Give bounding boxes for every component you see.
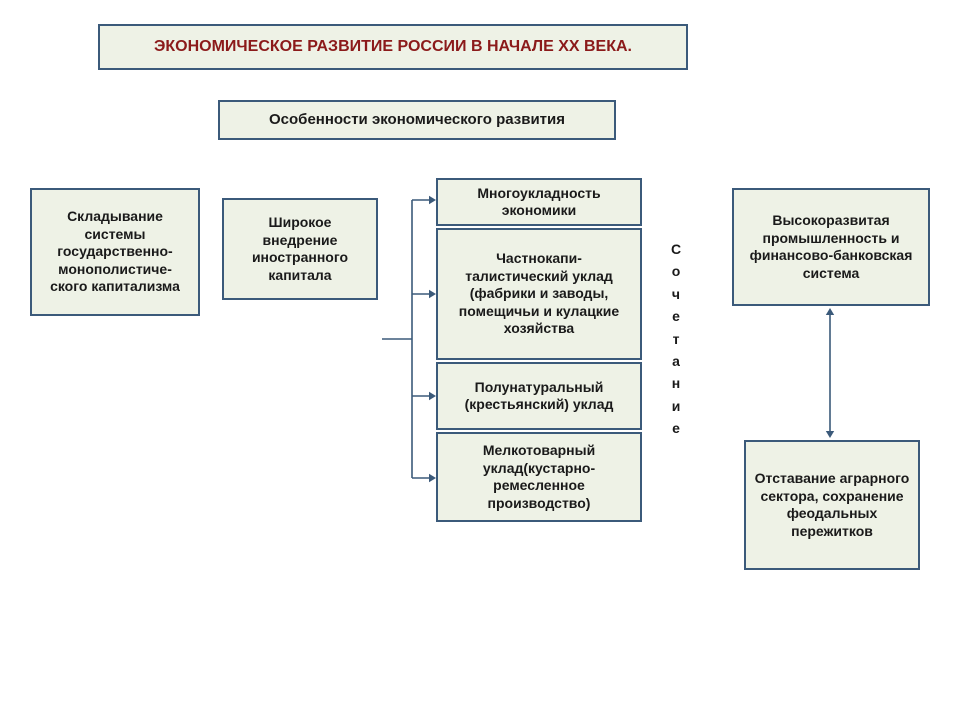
feature-box-developed-industry: Высокоразвитая промышленность и финансов…	[732, 188, 930, 306]
feature-text: Отставание аграрного сектора, сохранение…	[754, 470, 910, 540]
feature-box-foreign-capital: Широкое внедрение иностранного капитала	[222, 198, 378, 300]
feature-box-seminatural: Полунатуральный (крестьянский) уклад	[436, 362, 642, 430]
feature-text: Широкое внедрение иностранного капитала	[232, 214, 368, 284]
diagram-title: ЭКОНОМИЧЕСКОЕ РАЗВИТИЕ РОССИИ В НАЧАЛЕ X…	[98, 24, 688, 70]
vertical-label-combination: Сочетание	[668, 238, 684, 440]
feature-text: Частнокапи-талистический уклад (фабрики …	[446, 250, 632, 338]
vertical-label-text: Сочетание	[671, 241, 681, 436]
feature-text: Полунатуральный (крестьянский) уклад	[446, 379, 632, 414]
feature-text: Высокоразвитая промышленность и финансов…	[742, 212, 920, 282]
feature-text: Мелкотоварный уклад(кустарно-ремесленное…	[446, 442, 632, 512]
feature-box-private-capitalist: Частнокапи-талистический уклад (фабрики …	[436, 228, 642, 360]
subtitle-text: Особенности экономического развития	[269, 111, 565, 130]
title-text: ЭКОНОМИЧЕСКОЕ РАЗВИТИЕ РОССИИ В НАЧАЛЕ X…	[154, 37, 632, 57]
feature-text: Многоукладность экономики	[446, 185, 632, 220]
feature-box-small-commodity: Мелкотоварный уклад(кустарно-ремесленное…	[436, 432, 642, 522]
feature-box-multistructure: Многоукладность экономики	[436, 178, 642, 226]
feature-box-state-monopoly: Складывание системы государственно-моноп…	[30, 188, 200, 316]
feature-box-agrarian-lag: Отставание аграрного сектора, сохранение…	[744, 440, 920, 570]
feature-text: Складывание системы государственно-моноп…	[40, 208, 190, 296]
diagram-subtitle: Особенности экономического развития	[218, 100, 616, 140]
